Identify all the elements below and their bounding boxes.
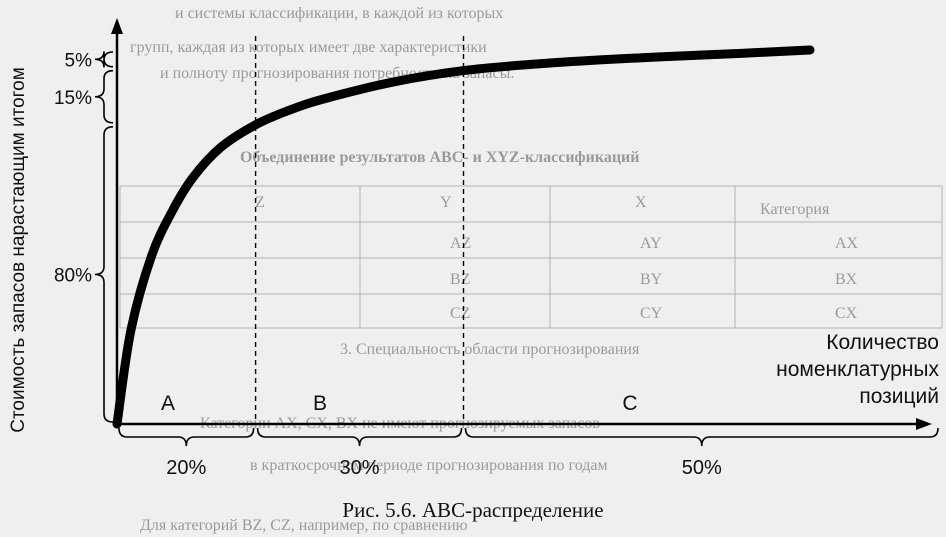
y-bracket-brace [94,69,114,124]
background-text-line: BZ [450,271,470,288]
y-bracket-label: 80% [54,265,92,286]
y-bracket-label: 15% [54,88,92,109]
background-text-line: Z [255,194,265,211]
background-text-line: Для категорий BZ, CZ, например, по сравн… [140,517,468,534]
x-bracket-label: 50% [682,457,722,479]
background-text-line: CX [835,305,858,322]
background-text-line: Y [440,194,452,211]
y-bracket-brace [94,126,114,423]
background-text-line: AZ [450,235,471,252]
zone-label: B [313,392,327,415]
x-bracket-label: 30% [340,457,380,479]
x-bracket-brace [256,427,463,447]
background-text-line: Объединение результатов АВС- и XYZ-класс… [240,149,639,166]
background-text-line: AY [640,235,662,252]
x-bracket-label: 20% [166,457,206,479]
background-text-line: BX [835,271,858,288]
x-axis-title-line: позиций [859,385,939,408]
x-axis-title: Количество номенклатурных позиций [776,331,939,408]
zone-label: A [161,392,175,415]
x-bracket-brace [464,427,939,447]
zone-label: C [622,392,637,415]
x-axis-title-line: Количество [826,331,939,354]
y-axis-arrow-icon [111,18,123,34]
background-text-line: групп, каждая из которых имеет две харак… [130,39,487,56]
background-text-line: BY [640,271,663,288]
background-text: и системы классификации, в каждой из кот… [119,5,943,534]
background-text-line: CY [640,305,663,322]
x-axis-arrow-icon [916,418,932,430]
background-text-line: в краткосрочном периоде прогнозирования … [250,457,608,474]
axes [111,18,932,430]
background-text-line: Категория [760,201,830,218]
figure-caption: Рис. 5.6. АВС-распределение [342,498,604,522]
background-text-line: 3. Специальность области прогнозирования [340,341,640,358]
x-bracket-brace [118,427,255,447]
y-bracket-label: 5% [65,50,93,71]
background-text-line: CZ [450,305,470,322]
background-text-line: и системы классификации, в каждой из кот… [175,5,503,22]
y-bracket-brace [94,51,114,68]
x-axis-title-line: номенклатурных [776,358,939,381]
cumulative-curve [112,45,815,429]
background-text-line: AX [835,235,859,252]
background-text-line: X [635,194,647,211]
y-axis-title: Стоимость запасов нарастающим итогом [8,67,29,433]
